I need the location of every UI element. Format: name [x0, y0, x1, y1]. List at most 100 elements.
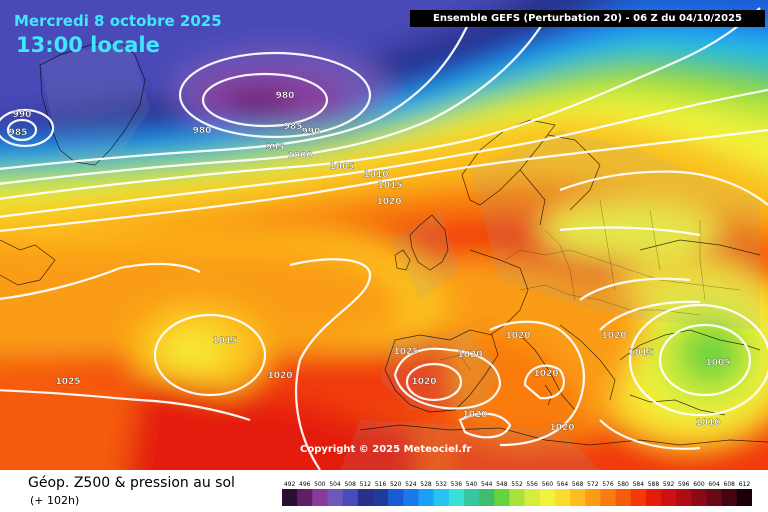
scale-swatch	[372, 489, 389, 506]
scale-tick-label: 596	[678, 481, 690, 488]
isobar-label: 990	[302, 127, 321, 137]
scale-tick-label: 584	[633, 481, 645, 488]
scale-swatch	[418, 489, 434, 506]
forecast-date: Mercredi 8 octobre 2025	[14, 12, 222, 30]
color-scale: 492 496 500 504 508 512 516 520 524 528 532 536 540 5…	[282, 481, 752, 506]
isobar-label: 1010	[695, 418, 720, 428]
scale-tick-label: 548	[496, 481, 508, 488]
scale-swatch	[494, 489, 510, 506]
isobar-label: 1020	[533, 369, 558, 379]
land-mask	[40, 40, 760, 470]
isobar-label: 1020	[462, 410, 487, 420]
scale-swatch	[706, 489, 722, 506]
scale-tick-label: 528	[420, 481, 432, 488]
scale-tick-label: 592	[663, 481, 675, 488]
model-run-info: Ensemble GEFS (Perturbation 20) - 06 Z d…	[410, 10, 765, 27]
borders	[439, 199, 741, 371]
isobar-label: 985	[284, 122, 303, 132]
scale-tick-label: 608	[724, 481, 736, 488]
scale-swatch	[585, 489, 601, 506]
scale-swatch	[327, 489, 343, 506]
scale-tick-label: 588	[648, 481, 660, 488]
scale-tick-label: 560	[542, 481, 554, 488]
scale-swatch	[479, 489, 495, 506]
scale-swatch	[676, 489, 692, 506]
scale-tick-label: 572	[587, 481, 599, 488]
scale-tick-label: 600	[693, 481, 705, 488]
scale-tick-label: 508	[344, 481, 356, 488]
scale-swatch	[539, 489, 556, 506]
scale-swatch	[342, 489, 359, 506]
isobar-label: 1025	[393, 347, 418, 357]
scale-swatch	[630, 489, 647, 506]
scale-swatch	[509, 489, 525, 506]
scale-tick-label: 496	[299, 481, 311, 488]
isobar-label: 1005	[705, 358, 730, 368]
scale-tick-label: 544	[481, 481, 493, 488]
scale-tick-label: 580	[617, 481, 629, 488]
scale-swatch	[433, 489, 450, 506]
scale-swatch	[357, 489, 374, 506]
scale-tick-label: 576	[602, 481, 614, 488]
isobar-label: 1025	[55, 377, 80, 387]
isobar-label: 1015	[628, 348, 653, 358]
scale-swatch	[600, 489, 616, 506]
copyright-notice: Copyright © 2025 Meteociel.fr	[300, 444, 472, 455]
scale-swatch	[463, 489, 480, 506]
isobar-label: 1020	[601, 331, 626, 341]
isobar-label: 1020	[411, 377, 436, 387]
legend-subtitle: (+ 102h)	[30, 494, 80, 507]
scale-swatch	[615, 489, 632, 506]
forecast-local-time: 13:00 locale	[16, 33, 160, 57]
isobar-label: 1015	[212, 336, 237, 346]
scale-swatch	[403, 489, 419, 506]
isobar-label: 980	[276, 91, 295, 101]
scale-tick-label: 556	[526, 481, 538, 488]
scale-swatch	[297, 489, 313, 506]
scale-swatch	[691, 489, 707, 506]
scale-swatch	[448, 489, 465, 506]
isobar-label: 1020	[549, 423, 574, 433]
isobar-label: 1020	[267, 371, 292, 381]
isobar-label: 1020	[457, 350, 482, 360]
scale-swatch	[661, 489, 677, 506]
isobar-label: 985	[9, 128, 28, 138]
scale-swatch	[570, 489, 586, 506]
scale-tick-label: 524	[405, 481, 417, 488]
isobar-label: 1000	[287, 151, 312, 161]
scale-tick-label: 520	[390, 481, 402, 488]
scale-tick-label: 552	[511, 481, 523, 488]
isobar-label: 980	[193, 126, 212, 136]
legend-title: Géop. Z500 & pression au sol	[28, 475, 235, 491]
scale-swatch	[721, 489, 738, 506]
scale-swatch	[645, 489, 662, 506]
isobar-label: 1020	[376, 197, 401, 207]
coastlines	[0, 41, 768, 446]
scale-swatch	[282, 489, 298, 506]
scale-tick-label: 564	[557, 481, 569, 488]
scale-swatch	[736, 489, 752, 506]
isobar-label: 1010	[363, 170, 388, 180]
geopotential-field	[0, 0, 768, 470]
isobar-label: 990	[13, 110, 32, 120]
isobar-label: 1015	[377, 181, 402, 191]
scale-tick-label: 504	[329, 481, 341, 488]
scale-swatch	[524, 489, 541, 506]
scale-tick-label: 604	[708, 481, 720, 488]
isobar-label: 995	[266, 143, 285, 153]
scale-swatch	[312, 489, 328, 506]
isobar-label: 1005	[329, 162, 354, 172]
isobar-label: 1020	[505, 331, 530, 341]
scale-swatch	[554, 489, 571, 506]
scale-tick-label: 512	[360, 481, 372, 488]
scale-tick-label: 540	[466, 481, 478, 488]
scale-swatch	[388, 489, 404, 506]
scale-tick-label: 536	[451, 481, 463, 488]
scale-tick-label: 612	[739, 481, 751, 488]
scale-tick-label: 500	[314, 481, 326, 488]
isobars	[0, 7, 768, 470]
scale-tick-label: 532	[435, 481, 447, 488]
